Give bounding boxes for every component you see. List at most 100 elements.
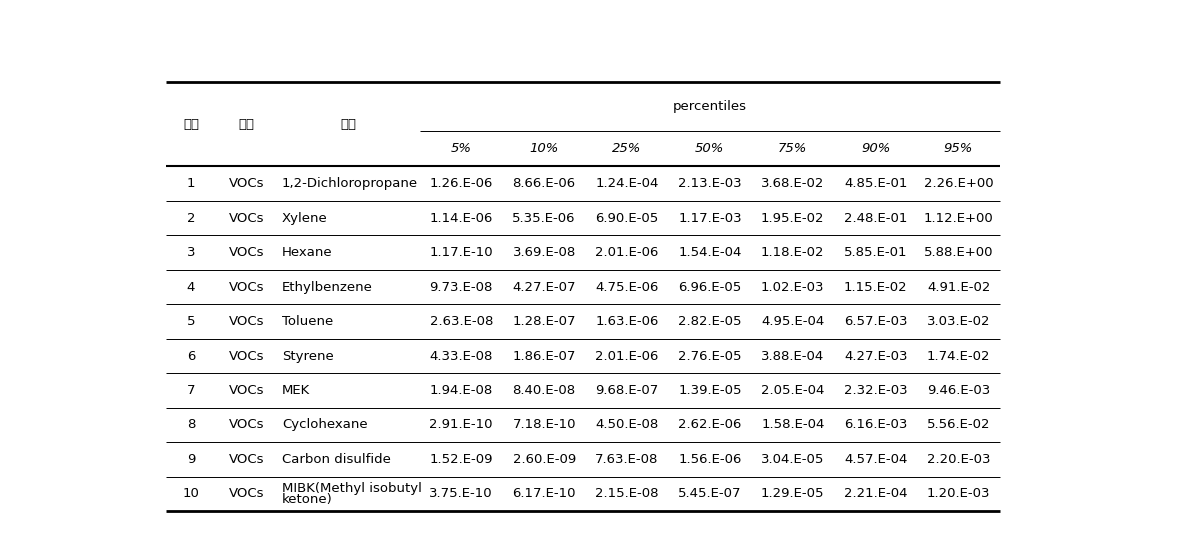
Text: 2: 2 — [186, 212, 195, 224]
Text: 8: 8 — [186, 418, 195, 431]
Text: VOCs: VOCs — [228, 488, 264, 501]
Text: 1.02.E-03: 1.02.E-03 — [761, 281, 825, 294]
Text: 95%: 95% — [944, 142, 973, 155]
Text: 1.17.E-03: 1.17.E-03 — [678, 212, 742, 224]
Text: 3.75.E-10: 3.75.E-10 — [429, 488, 494, 501]
Text: VOCs: VOCs — [228, 281, 264, 294]
Text: 1.74.E-02: 1.74.E-02 — [927, 349, 991, 363]
Text: 6: 6 — [186, 349, 195, 363]
Text: 분류: 분류 — [238, 118, 255, 131]
Text: Carbon disulfide: Carbon disulfide — [282, 453, 391, 466]
Text: Styrene: Styrene — [282, 349, 333, 363]
Text: 2.01.E-06: 2.01.E-06 — [595, 349, 658, 363]
Text: 4.57.E-04: 4.57.E-04 — [844, 453, 907, 466]
Text: 물질: 물질 — [341, 118, 356, 131]
Text: 5: 5 — [186, 315, 195, 328]
Text: 10: 10 — [183, 488, 200, 501]
Text: 4.91.E-02: 4.91.E-02 — [927, 281, 991, 294]
Text: 8.66.E-06: 8.66.E-06 — [513, 177, 576, 190]
Text: 1.39.E-05: 1.39.E-05 — [678, 384, 742, 397]
Text: 9.46.E-03: 9.46.E-03 — [927, 384, 991, 397]
Text: VOCs: VOCs — [228, 418, 264, 431]
Text: 1.29.E-05: 1.29.E-05 — [761, 488, 825, 501]
Text: 1.12.E+00: 1.12.E+00 — [924, 212, 993, 224]
Text: 50%: 50% — [695, 142, 724, 155]
Text: 2.05.E-04: 2.05.E-04 — [761, 384, 825, 397]
Text: 1.18.E-02: 1.18.E-02 — [761, 246, 825, 259]
Text: 1.54.E-04: 1.54.E-04 — [679, 246, 742, 259]
Text: 1.56.E-06: 1.56.E-06 — [679, 453, 742, 466]
Text: 9: 9 — [186, 453, 195, 466]
Text: 10%: 10% — [529, 142, 559, 155]
Text: 3.03.E-02: 3.03.E-02 — [927, 315, 991, 328]
Text: 1.17.E-10: 1.17.E-10 — [429, 246, 494, 259]
Text: 8.40.E-08: 8.40.E-08 — [513, 384, 576, 397]
Text: 1.94.E-08: 1.94.E-08 — [430, 384, 492, 397]
Text: 순위: 순위 — [183, 118, 200, 131]
Text: 2.32.E-03: 2.32.E-03 — [844, 384, 907, 397]
Text: 5.88.E+00: 5.88.E+00 — [924, 246, 993, 259]
Text: 2.60.E-09: 2.60.E-09 — [513, 453, 576, 466]
Text: 1,2-Dichloropropane: 1,2-Dichloropropane — [282, 177, 418, 190]
Text: 2.20.E-03: 2.20.E-03 — [927, 453, 991, 466]
Text: 4.27.E-07: 4.27.E-07 — [513, 281, 576, 294]
Text: 6.90.E-05: 6.90.E-05 — [595, 212, 658, 224]
Text: 1.52.E-09: 1.52.E-09 — [429, 453, 494, 466]
Text: 2.15.E-08: 2.15.E-08 — [595, 488, 658, 501]
Text: 2.91.E-10: 2.91.E-10 — [429, 418, 494, 431]
Text: 2.01.E-06: 2.01.E-06 — [595, 246, 658, 259]
Text: Xylene: Xylene — [282, 212, 327, 224]
Text: 6.17.E-10: 6.17.E-10 — [513, 488, 576, 501]
Text: 2.21.E-04: 2.21.E-04 — [844, 488, 907, 501]
Text: 1.58.E-04: 1.58.E-04 — [761, 418, 825, 431]
Text: 3.88.E-04: 3.88.E-04 — [761, 349, 825, 363]
Text: 4: 4 — [186, 281, 195, 294]
Text: 75%: 75% — [778, 142, 808, 155]
Text: 7: 7 — [186, 384, 195, 397]
Text: 3.04.E-05: 3.04.E-05 — [761, 453, 825, 466]
Text: 5.35.E-06: 5.35.E-06 — [513, 212, 576, 224]
Text: VOCs: VOCs — [228, 349, 264, 363]
Text: Cyclohexane: Cyclohexane — [282, 418, 367, 431]
Text: 1.24.E-04: 1.24.E-04 — [595, 177, 658, 190]
Text: 90%: 90% — [862, 142, 890, 155]
Text: 1.95.E-02: 1.95.E-02 — [761, 212, 825, 224]
Text: 6.16.E-03: 6.16.E-03 — [844, 418, 907, 431]
Text: 1.26.E-06: 1.26.E-06 — [429, 177, 492, 190]
Text: 5%: 5% — [451, 142, 472, 155]
Text: ketone): ketone) — [282, 494, 332, 506]
Text: VOCs: VOCs — [228, 246, 264, 259]
Text: 2.48.E-01: 2.48.E-01 — [844, 212, 907, 224]
Text: 4.33.E-08: 4.33.E-08 — [429, 349, 492, 363]
Text: 4.85.E-01: 4.85.E-01 — [844, 177, 907, 190]
Text: 9.68.E-07: 9.68.E-07 — [595, 384, 658, 397]
Text: 1.63.E-06: 1.63.E-06 — [595, 315, 658, 328]
Text: 7.18.E-10: 7.18.E-10 — [513, 418, 576, 431]
Text: VOCs: VOCs — [228, 453, 264, 466]
Text: Hexane: Hexane — [282, 246, 332, 259]
Text: Toluene: Toluene — [282, 315, 333, 328]
Text: 4.50.E-08: 4.50.E-08 — [595, 418, 658, 431]
Text: VOCs: VOCs — [228, 177, 264, 190]
Text: 4.95.E-04: 4.95.E-04 — [761, 315, 825, 328]
Text: 1.86.E-07: 1.86.E-07 — [513, 349, 576, 363]
Text: 5.85.E-01: 5.85.E-01 — [844, 246, 907, 259]
Text: 4.75.E-06: 4.75.E-06 — [595, 281, 658, 294]
Text: 3.68.E-02: 3.68.E-02 — [761, 177, 825, 190]
Text: 9.73.E-08: 9.73.E-08 — [429, 281, 492, 294]
Text: 3: 3 — [186, 246, 195, 259]
Text: 1: 1 — [186, 177, 195, 190]
Text: 3.69.E-08: 3.69.E-08 — [513, 246, 576, 259]
Text: 2.82.E-05: 2.82.E-05 — [678, 315, 742, 328]
Text: Ethylbenzene: Ethylbenzene — [282, 281, 373, 294]
Text: percentiles: percentiles — [673, 100, 747, 113]
Text: 1.14.E-06: 1.14.E-06 — [429, 212, 492, 224]
Text: MIBK(Methyl isobutyl: MIBK(Methyl isobutyl — [282, 482, 422, 495]
Text: 4.27.E-03: 4.27.E-03 — [844, 349, 907, 363]
Text: 5.45.E-07: 5.45.E-07 — [678, 488, 742, 501]
Text: 5.56.E-02: 5.56.E-02 — [927, 418, 991, 431]
Text: 2.26.E+00: 2.26.E+00 — [924, 177, 993, 190]
Text: 7.63.E-08: 7.63.E-08 — [595, 453, 658, 466]
Text: VOCs: VOCs — [228, 384, 264, 397]
Text: VOCs: VOCs — [228, 315, 264, 328]
